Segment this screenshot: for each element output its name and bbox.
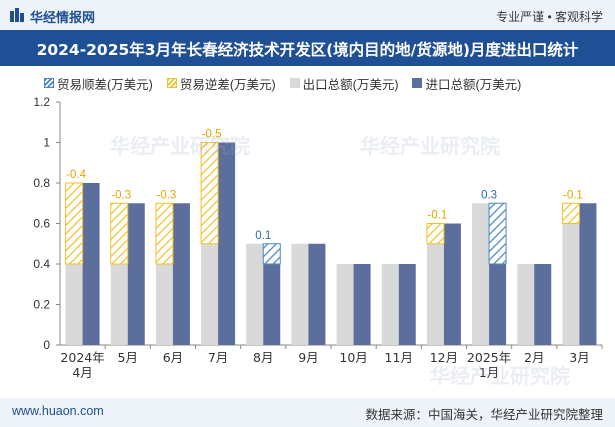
- legend-label-surplus: 贸易顺差(万美元): [57, 77, 153, 92]
- import-bar: [489, 264, 507, 345]
- export-bar: [381, 264, 399, 345]
- import-bar: [218, 142, 236, 345]
- x-tick-label: 10月: [339, 350, 367, 365]
- import-bar: [263, 264, 281, 345]
- logo-icon: [10, 8, 24, 22]
- import-bar: [398, 264, 416, 345]
- import-bar: [172, 203, 190, 345]
- x-tick-label: 7月: [208, 350, 228, 365]
- x-tick-label: 5月: [118, 350, 138, 365]
- export-bar: [201, 243, 219, 345]
- legend-label-export: 出口总额(万美元): [302, 77, 399, 92]
- legend-label-import: 进口总额(万美元): [425, 77, 522, 92]
- import-bar: [127, 203, 145, 345]
- x-tick-label: 2025年: [467, 350, 511, 365]
- balance-data-label: 0.1: [255, 230, 271, 242]
- export-bar: [65, 264, 83, 345]
- site-url: www.huaon.com: [12, 404, 104, 418]
- y-tick-label: 1: [43, 136, 50, 150]
- title-bar: 2024-2025年3月年长春经济技术开发区(境内目的地/货源地)月度进出口统计: [0, 30, 615, 66]
- y-tick-label: 0.6: [33, 217, 50, 231]
- legend-swatch-export: [289, 78, 300, 88]
- chart-title: 2024-2025年3月年长春经济技术开发区(境内目的地/货源地)月度进出口统计: [36, 41, 579, 59]
- deficit-bar: [426, 223, 445, 245]
- export-bar: [155, 264, 173, 345]
- export-bar: [517, 264, 535, 345]
- export-bar: [472, 203, 490, 345]
- brand-name: 华经情报网: [30, 10, 96, 25]
- y-tick-label: 0: [43, 338, 50, 352]
- legend-swatch-import: [412, 78, 423, 88]
- deficit-bar: [155, 202, 174, 265]
- export-bar: [246, 243, 264, 345]
- legend-item-surplus: 贸易顺差(万美元): [44, 74, 153, 93]
- y-tick-label: 0.2: [33, 298, 50, 312]
- surplus-bar: [488, 202, 507, 265]
- import-bar: [353, 264, 371, 345]
- import-bar: [443, 223, 461, 345]
- deficit-bar: [65, 182, 84, 265]
- slogan: 专业严谨 • 客观科学: [496, 10, 603, 24]
- balance-data-label: -0.3: [111, 189, 131, 201]
- deficit-bar: [200, 142, 219, 245]
- legend-item-deficit: 贸易逆差(万美元): [166, 74, 276, 93]
- legend-swatch-surplus: [44, 78, 54, 88]
- deficit-bar: [561, 202, 580, 224]
- y-tick-label: 0.4: [33, 257, 50, 271]
- footer-bar: www.huaon.com 数据来源：中国海关，华经产业研究院整理: [0, 398, 615, 427]
- import-bar: [82, 183, 100, 345]
- legend-item-import: 进口总额(万美元): [412, 74, 521, 93]
- export-bar: [336, 264, 354, 345]
- balance-data-label: -0.5: [202, 129, 222, 141]
- surplus-bar: [262, 243, 281, 265]
- balance-data-label: -0.3: [157, 189, 177, 201]
- x-tick-label: 6月: [163, 350, 183, 365]
- x-tick-label: 4月: [72, 365, 92, 380]
- x-tick-label: 12月: [430, 350, 458, 365]
- export-bar: [562, 223, 580, 345]
- y-tick-label: 0.8: [33, 176, 50, 190]
- export-bar: [110, 264, 128, 345]
- balance-data-label: 0.3: [481, 189, 497, 201]
- balance-data-label: -0.4: [66, 169, 86, 181]
- x-tick-label: 1月: [479, 365, 499, 380]
- x-tick-label: 9月: [298, 350, 318, 365]
- legend-item-export: 出口总额(万美元): [289, 74, 399, 93]
- balance-data-label: -0.1: [563, 189, 583, 201]
- legend-swatch-deficit: [166, 78, 177, 88]
- data-source: 数据来源：中国海关，华经产业研究院整理: [365, 408, 603, 422]
- x-tick-label: 2月: [524, 350, 544, 365]
- top-bar: 华经情报网 专业严谨 • 客观科学: [0, 0, 615, 30]
- import-bar: [308, 243, 326, 345]
- import-bar: [579, 203, 597, 345]
- import-bar: [534, 264, 552, 345]
- chart-legend: 贸易顺差(万美元) 贸易逆差(万美元) 出口总额(万美元) 进口总额(万美元): [44, 74, 535, 92]
- x-tick-label: 8月: [253, 350, 273, 365]
- balance-data-label: -0.1: [428, 210, 448, 222]
- x-tick-label: 3月: [569, 350, 589, 365]
- x-tick-label: 11月: [385, 350, 413, 365]
- legend-label-deficit: 贸易逆差(万美元): [179, 77, 276, 92]
- y-tick-label: 1.2: [33, 95, 50, 109]
- deficit-bar: [110, 202, 129, 265]
- export-bar: [291, 243, 309, 345]
- export-bar: [426, 243, 444, 345]
- x-tick-label: 2024年: [60, 350, 104, 365]
